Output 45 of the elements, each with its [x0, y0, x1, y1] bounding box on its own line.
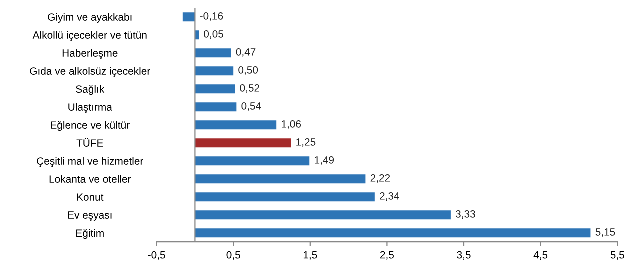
bar — [195, 84, 236, 94]
y-tick-label: Eğitim — [76, 229, 104, 240]
bar — [195, 138, 292, 148]
y-tick-label: Giyim ve ayakkabı — [48, 13, 132, 24]
x-tick-label: 1,5 — [304, 252, 318, 260]
y-tick-label: Ulaştırma — [68, 103, 112, 114]
data-label: 0,50 — [238, 66, 258, 76]
data-label: 0,52 — [240, 84, 260, 94]
y-tick-label: Alkollü içecekler ve tütün — [32, 31, 147, 42]
bar — [195, 120, 277, 130]
data-label: 1,49 — [315, 156, 334, 166]
y-tick-label: Sağlık — [76, 85, 105, 96]
y-tick-label: Ev eşyası — [68, 212, 112, 222]
bar — [195, 48, 232, 58]
bar — [195, 102, 237, 112]
data-label: 0,05 — [204, 30, 224, 40]
data-label: 0,47 — [236, 48, 256, 58]
data-label: 1,06 — [282, 120, 302, 130]
bar — [195, 66, 234, 76]
y-tick-label: Konut — [77, 194, 104, 201]
bar — [195, 192, 375, 202]
data-label: 2,34 — [380, 192, 400, 202]
y-tick-label: Haberleşme — [62, 49, 118, 60]
x-tick-label: 3,5 — [457, 251, 471, 260]
y-tick-label: TÜFE — [76, 138, 104, 147]
data-label: 2,22 — [370, 174, 390, 184]
bar — [195, 174, 366, 184]
y-tick-label: Çeşitli mal ve hizmetler — [37, 157, 144, 168]
y-tick-label: Lokanta ve oteller — [50, 175, 132, 183]
x-tick-label: 4,5 — [534, 252, 548, 260]
bar — [195, 228, 591, 238]
x-tick-label: 2,5 — [380, 251, 394, 260]
data-label: 0,54 — [242, 102, 262, 112]
bar — [195, 210, 451, 220]
data-label: 5,15 — [596, 228, 616, 238]
x-tick-label: -0,5 — [148, 251, 166, 260]
x-tick-label: 0,5 — [226, 251, 240, 260]
y-tick-label: Gıda ve alkolsüz içecekler — [30, 67, 150, 78]
y-tick-label: Eğlence ve kültür — [51, 121, 130, 132]
bar — [182, 12, 196, 22]
data-label: 1,25 — [296, 138, 316, 148]
x-tick-label: 5,5 — [610, 252, 624, 260]
bar — [195, 156, 310, 166]
data-label: 3,33 — [456, 210, 476, 220]
data-label: -0,16 — [200, 12, 224, 22]
